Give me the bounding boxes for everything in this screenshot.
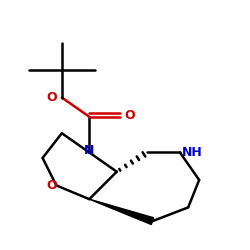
Text: NH: NH <box>182 146 203 159</box>
Text: O: O <box>46 91 57 104</box>
Text: O: O <box>124 109 135 122</box>
Text: N: N <box>84 144 94 157</box>
Polygon shape <box>89 199 154 224</box>
Text: O: O <box>46 179 57 192</box>
